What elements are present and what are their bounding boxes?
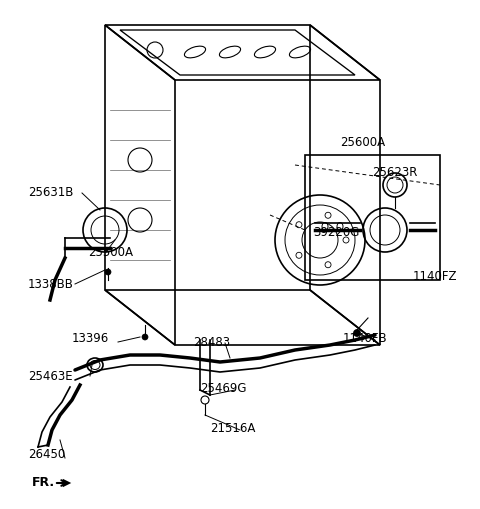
Text: 39220G: 39220G: [313, 227, 360, 240]
Text: 1140FZ: 1140FZ: [413, 269, 457, 282]
Circle shape: [142, 334, 148, 340]
Text: 21516A: 21516A: [210, 421, 255, 435]
Text: 1338BB: 1338BB: [28, 277, 74, 291]
Text: 25600A: 25600A: [340, 136, 385, 150]
Text: 1140FB: 1140FB: [343, 331, 388, 345]
Text: 25623R: 25623R: [372, 166, 418, 180]
Text: 25463E: 25463E: [28, 370, 72, 382]
Circle shape: [353, 329, 360, 336]
Text: 25469G: 25469G: [200, 382, 247, 394]
Text: FR.: FR.: [32, 476, 55, 490]
Circle shape: [105, 269, 111, 275]
Text: 28483: 28483: [193, 336, 230, 350]
Text: 25500A: 25500A: [88, 245, 133, 259]
Bar: [305, 155, 440, 280]
Text: 26450: 26450: [28, 448, 65, 462]
Text: 25631B: 25631B: [28, 186, 73, 200]
Text: 13396: 13396: [72, 331, 109, 345]
